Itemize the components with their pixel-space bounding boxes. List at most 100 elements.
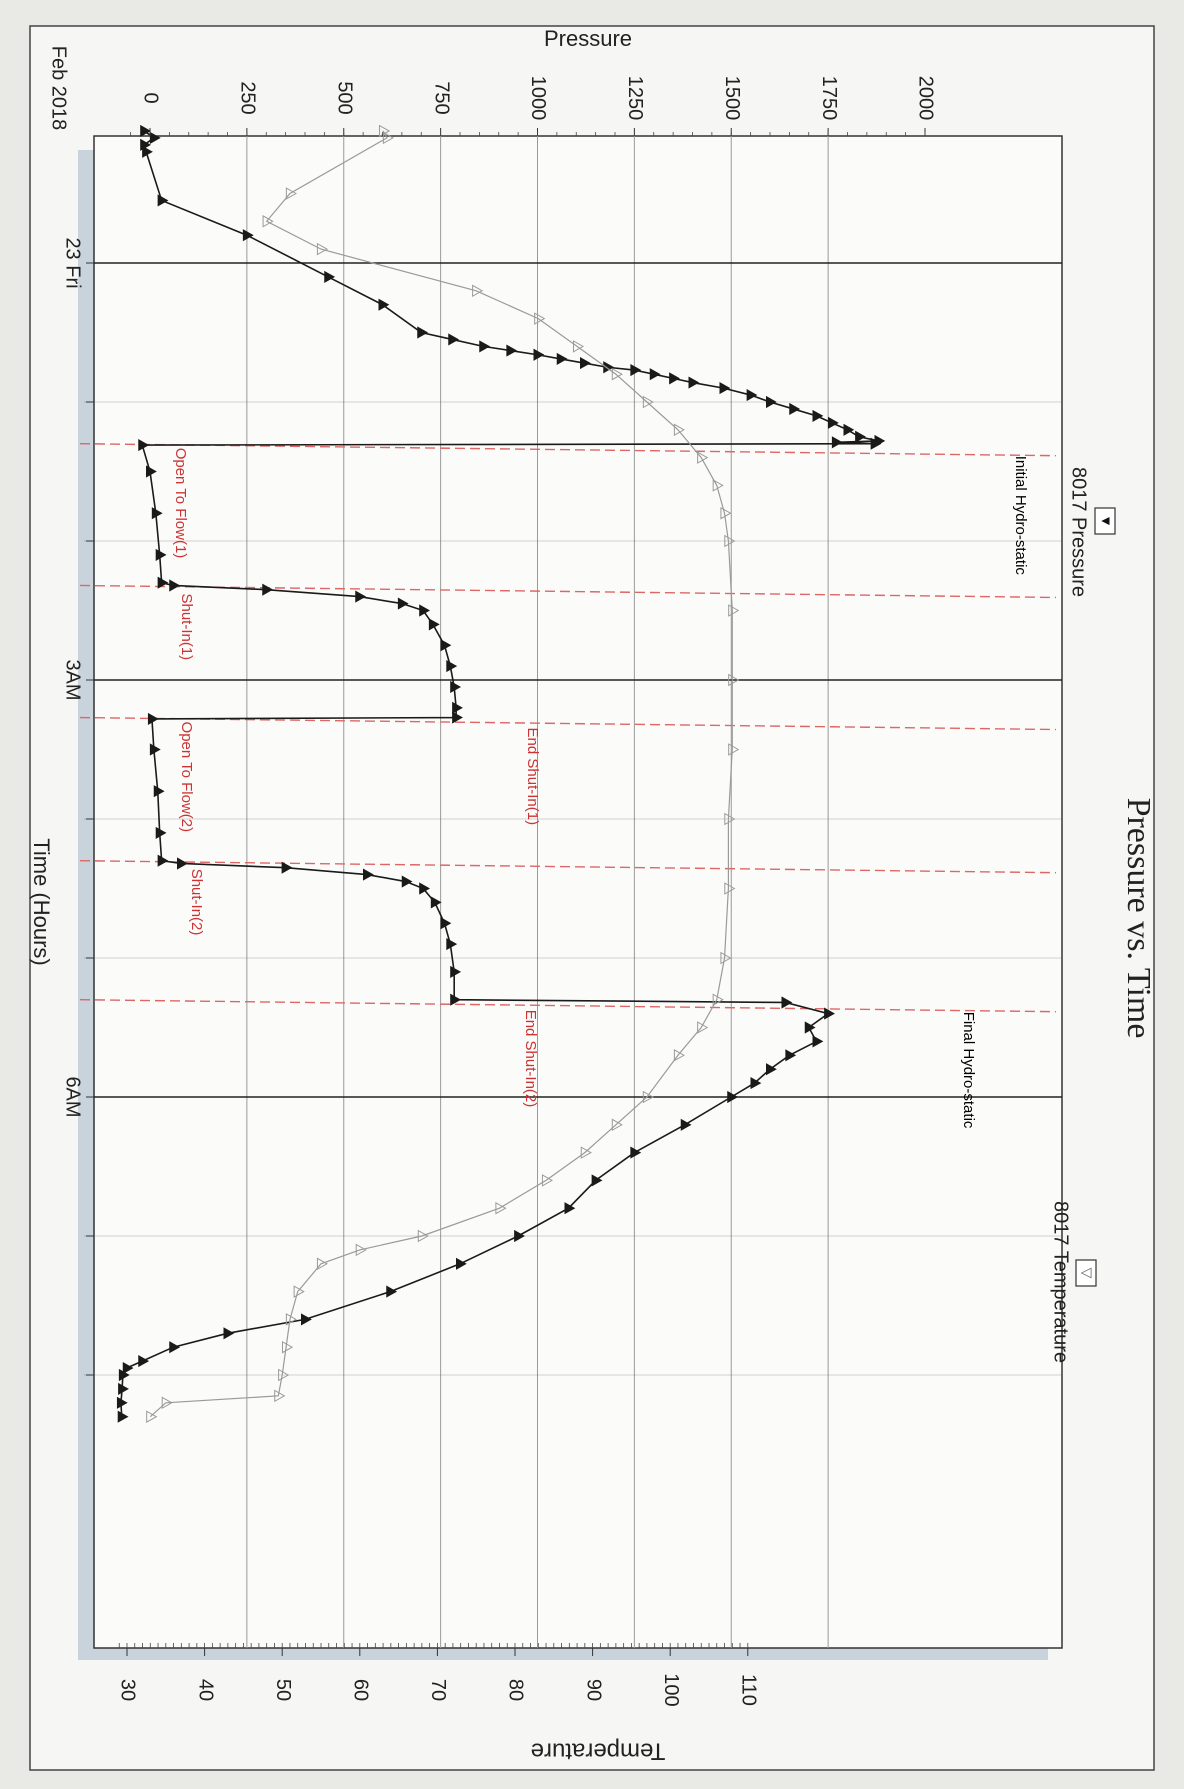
time-tick-label: 23 Fri: [62, 237, 84, 288]
pressure-point: [177, 857, 188, 870]
pressure-point: [556, 352, 568, 365]
temperature-point: [378, 124, 391, 138]
time-axis-ticks: 23 Fri 3AM 6AM: [62, 237, 94, 1376]
pressure-point: [151, 507, 163, 520]
temperature-point: [355, 1243, 367, 1257]
legend-temperature-swatch: [1075, 1259, 1097, 1287]
time-tick-label: 3AM: [62, 659, 84, 700]
event-label: End Shut-In(2): [522, 1010, 539, 1108]
pressure-point: [591, 1174, 603, 1187]
pressure-point: [386, 1285, 398, 1298]
temperature-point: [611, 367, 623, 381]
event-line: [79, 999, 1057, 1013]
temperature-point: [278, 1368, 290, 1382]
event-label: Open To Flow(2): [178, 722, 195, 833]
event-line: [79, 860, 1057, 874]
temperature-point: [580, 1146, 592, 1159]
time-axis-title: Time (Hours): [29, 838, 54, 966]
legend-temperature-marker: ▽: [1079, 1268, 1095, 1279]
temperature-tick-label: 50: [272, 1679, 294, 1701]
temperature-tick-label: 70: [427, 1679, 449, 1701]
temperature-point: [534, 312, 546, 325]
pressure-point: [514, 1229, 525, 1243]
pressure-point: [727, 1090, 739, 1104]
temperature-point: [673, 423, 685, 437]
temperature-point: [472, 284, 484, 298]
pressure-point: [262, 583, 274, 596]
temperature-point: [728, 673, 740, 687]
temperature-point: [382, 131, 394, 145]
pressure-point: [147, 712, 159, 726]
temperature-point: [611, 1118, 623, 1132]
pressure-point: [812, 1035, 824, 1048]
pressure-point: [446, 660, 458, 673]
temperature-tick-label: 90: [582, 1679, 604, 1701]
pressure-point: [401, 875, 413, 888]
temperature-tick-label: 30: [117, 1679, 139, 1701]
pressure-point: [781, 996, 793, 1009]
temperature-point: [316, 1257, 329, 1271]
pressure-point: [506, 344, 518, 357]
pressure-point: [789, 402, 801, 416]
pressure-point: [766, 395, 777, 409]
pressure-point: [138, 439, 150, 452]
temperature-point: [417, 1229, 429, 1243]
pressure-point: [450, 993, 462, 1006]
data-series: [116, 124, 886, 1423]
date-label: Feb 2018: [48, 46, 70, 131]
temperature-point: [495, 1201, 507, 1215]
temperature-point: [712, 993, 724, 1006]
pressure-point: [118, 1382, 129, 1395]
pressure-point: [140, 124, 152, 138]
pressure-point: [301, 1313, 312, 1326]
pressure-point: [843, 423, 855, 436]
pressure-point: [828, 416, 839, 429]
pressure-tick-label: 250: [237, 81, 259, 114]
pressure-point: [719, 382, 731, 395]
pressure-tick-label: 1750: [818, 76, 840, 121]
pressure-point: [117, 1410, 129, 1423]
pressure-point: [870, 437, 882, 450]
pressure-point: [417, 326, 429, 339]
temperature-point: [720, 951, 732, 965]
temperature-point: [673, 1049, 685, 1062]
pressure-point: [812, 409, 824, 422]
pressure-point: [155, 826, 167, 839]
event-markers: [79, 443, 1057, 1013]
temperature-point: [285, 187, 297, 200]
legend-pressure-swatch: [1094, 507, 1116, 535]
pressure-tick-label: 750: [430, 81, 452, 114]
temperature-point: [724, 882, 736, 895]
pressure-point: [242, 229, 254, 242]
event-label: End Shut-In(1): [524, 728, 541, 826]
temperature-point: [697, 451, 709, 464]
temperature-series-line: [149, 130, 733, 1418]
pressure-point: [142, 145, 153, 158]
temperature-point: [712, 479, 724, 492]
pressure-point: [153, 785, 165, 798]
pressure-point: [533, 348, 545, 361]
pressure-point: [450, 680, 462, 694]
pressure-point: [363, 868, 374, 881]
event-label: Open To Flow(1): [172, 448, 189, 559]
chart-title: Pressure vs. Time: [1120, 798, 1157, 1039]
pressure-point: [116, 1396, 128, 1409]
pressure-point: [428, 618, 440, 631]
temperature-point: [316, 242, 329, 256]
legend-temperature: ▽ 8017 Temperature: [1050, 1201, 1097, 1363]
temperature-point: [642, 395, 654, 409]
pressure-point: [479, 340, 491, 353]
pressure-axis-ticks: 0 250 500 750 1000 1250 1500 1750 2000: [130, 76, 937, 136]
temperature-point: [724, 534, 736, 548]
temperature-tick-label: 40: [194, 1679, 216, 1701]
pressure-point: [630, 1146, 642, 1159]
temperature-point: [262, 215, 274, 228]
pressure-point: [452, 701, 463, 714]
pressure-point: [440, 639, 452, 652]
event-line: [79, 584, 1057, 599]
temperature-point: [697, 1021, 709, 1034]
event-line: [79, 443, 1057, 457]
event-label: Shut-In(2): [188, 869, 205, 936]
pressure-point: [456, 1257, 467, 1270]
pressure-point: [430, 896, 442, 909]
